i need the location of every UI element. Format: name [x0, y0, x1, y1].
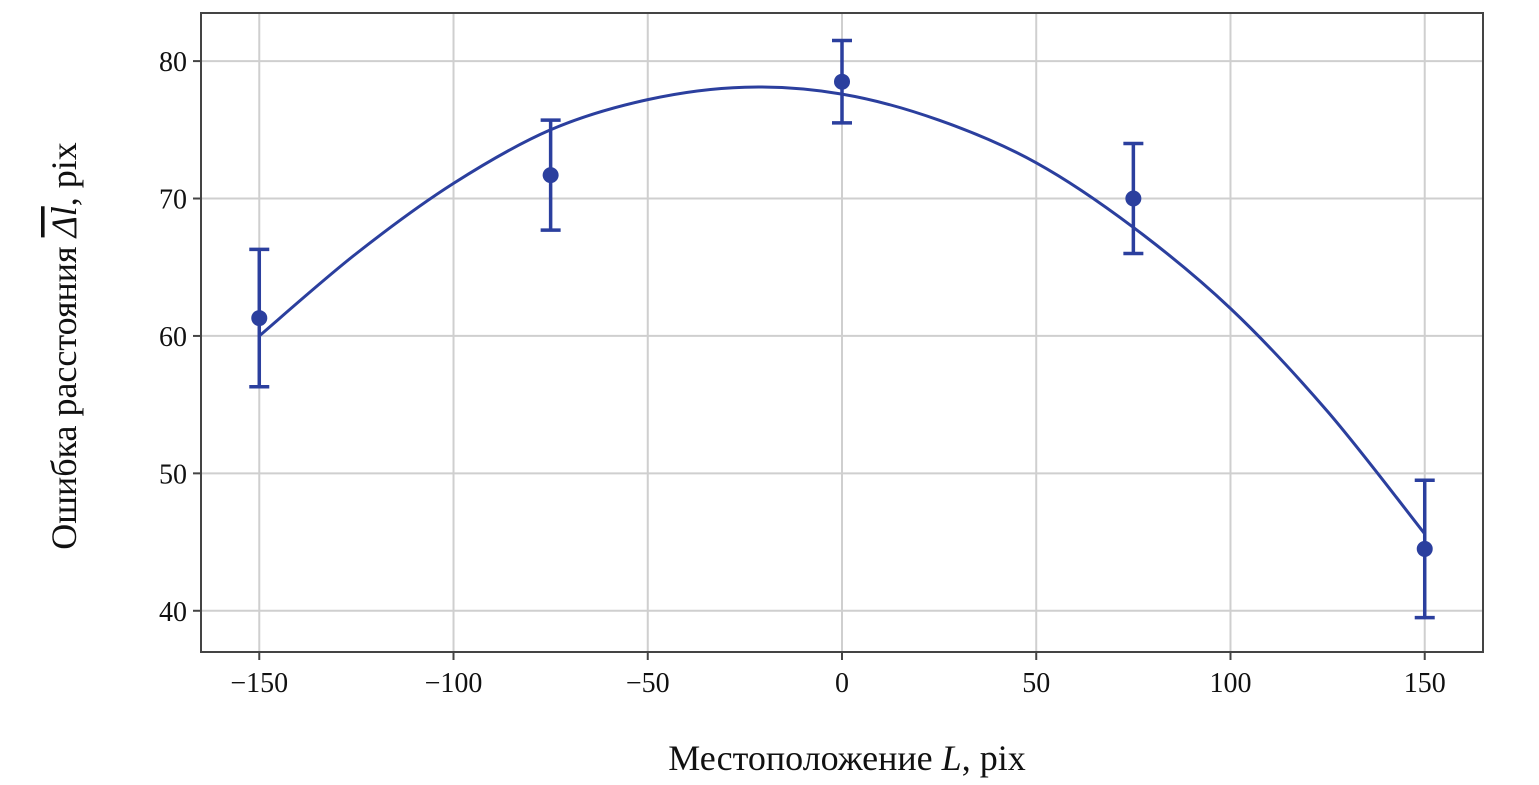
fit-curve	[258, 85, 1426, 535]
data-point	[1416, 540, 1433, 557]
x-tick-label: 0	[835, 668, 849, 699]
y-tick-label: 70	[159, 185, 187, 216]
x-tick-label: −50	[626, 668, 670, 699]
data-point	[542, 167, 559, 184]
y-tick-label: 80	[159, 47, 187, 78]
y-tick-label: 40	[159, 597, 187, 628]
y-tick-label: 50	[159, 459, 187, 490]
x-tick-label: 100	[1209, 668, 1251, 699]
data-point	[1125, 190, 1142, 207]
x-tick-label: −150	[230, 668, 288, 699]
axis-ticks: −150 −100 −50 0 50 100 150 40 50 60 70 80	[159, 47, 1446, 699]
data-point	[834, 73, 850, 90]
plot-frame	[200, 12, 1484, 653]
x-tick-label: 150	[1404, 668, 1446, 699]
grid	[201, 13, 1483, 652]
data-points-layer	[249, 38, 1435, 620]
x-tick-label: −100	[425, 668, 483, 699]
y-axis-title: Ошибка расстояния Δl, pix	[44, 142, 84, 550]
x-tick-label: 50	[1022, 668, 1050, 699]
x-axis-title: Местоположение L, pix	[668, 738, 1025, 778]
y-tick-label: 60	[159, 322, 187, 353]
data-point	[251, 310, 268, 327]
fit-curve-layer	[258, 85, 1426, 535]
